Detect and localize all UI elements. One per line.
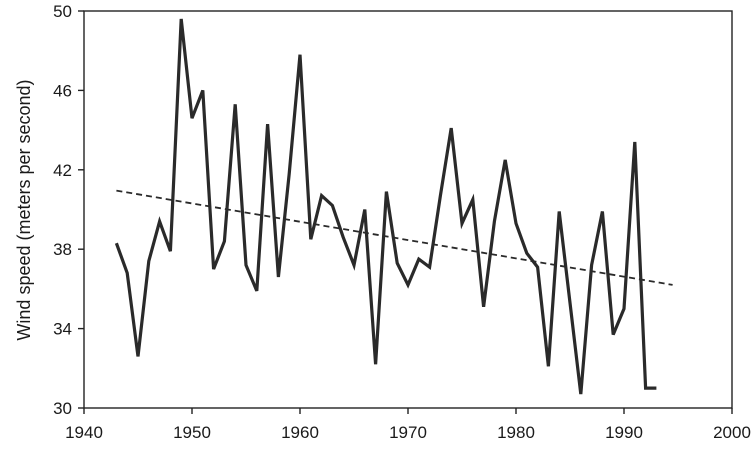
y-tick-label: 50	[53, 2, 72, 21]
y-tick-label: 46	[53, 81, 72, 100]
trend-line	[116, 189, 673, 286]
x-tick-label: 1940	[65, 423, 103, 442]
x-tick-label: 1970	[389, 423, 427, 442]
y-tick-label: 34	[53, 320, 72, 339]
plot-frame	[83, 10, 733, 409]
wind-speed-line	[114, 18, 657, 395]
x-tick-label: 2000	[713, 423, 751, 442]
series-layer	[114, 18, 673, 395]
x-tick-label: 1960	[281, 423, 319, 442]
y-tick-label: 42	[53, 161, 72, 180]
y-axis-title: Wind speed (meters per second)	[14, 79, 34, 340]
y-axis: 30 34 38 42 46 50	[53, 2, 84, 418]
x-tick-label: 1980	[497, 423, 535, 442]
x-axis: 1940 1950 1960 1970 1980 1990 2000	[65, 408, 751, 442]
y-tick-label: 38	[53, 240, 72, 259]
x-tick-label: 1990	[605, 423, 643, 442]
x-tick-label: 1950	[173, 423, 211, 442]
y-tick-label: 30	[53, 399, 72, 418]
